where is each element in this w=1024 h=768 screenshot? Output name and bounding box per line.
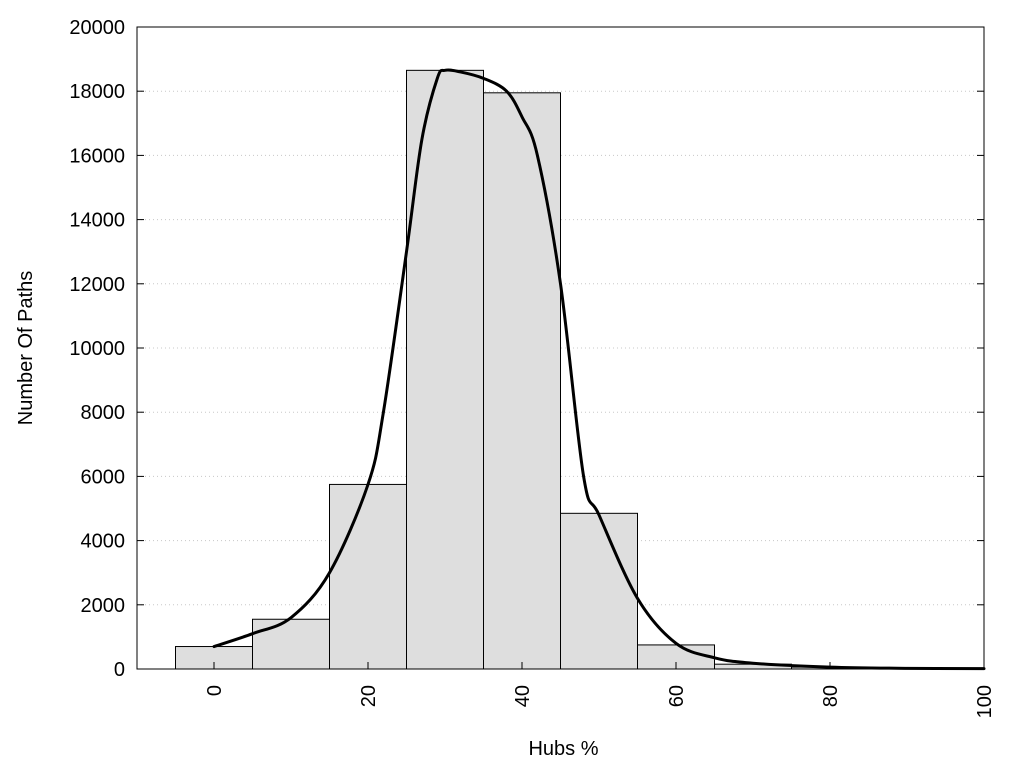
y-axis-title: Number Of Paths (15, 271, 37, 426)
y-tick-label: 12000 (69, 274, 125, 296)
histogram-bar (252, 618, 330, 670)
histogram-bar (329, 483, 407, 670)
y-tick-label: 6000 (81, 466, 126, 488)
x-tick-label: 20 (358, 685, 380, 707)
y-tick-label: 10000 (69, 338, 125, 360)
x-tick-label: 40 (512, 685, 534, 707)
x-axis-ticks: 0 20 40 60 80 100 (204, 662, 996, 718)
y-tick-label: 0 (114, 659, 125, 681)
histogram-bar (483, 92, 561, 670)
y-tick-label: 2000 (81, 595, 126, 617)
x-tick-label: 60 (666, 685, 688, 707)
x-tick-label: 0 (204, 685, 226, 696)
histogram-bar (406, 69, 484, 670)
x-tick-label: 100 (974, 685, 996, 718)
y-tick-label: 16000 (69, 145, 125, 167)
bars (175, 69, 985, 670)
x-tick-label: 80 (820, 685, 842, 707)
y-tick-label: 20000 (69, 17, 125, 39)
x-axis-title: Hubs % (528, 738, 598, 760)
fit-curve-line (212, 68, 986, 671)
fit-curve (212, 68, 986, 671)
y-tick-label: 4000 (81, 531, 126, 553)
y-tick-label: 14000 (69, 210, 125, 232)
y-tick-label: 8000 (81, 402, 126, 424)
y-axis-ticks: 0 2000 4000 6000 8000 10000 12000 14000 16000 180… (69, 17, 984, 681)
y-tick-label: 18000 (69, 81, 125, 103)
histogram-bar (560, 512, 638, 670)
